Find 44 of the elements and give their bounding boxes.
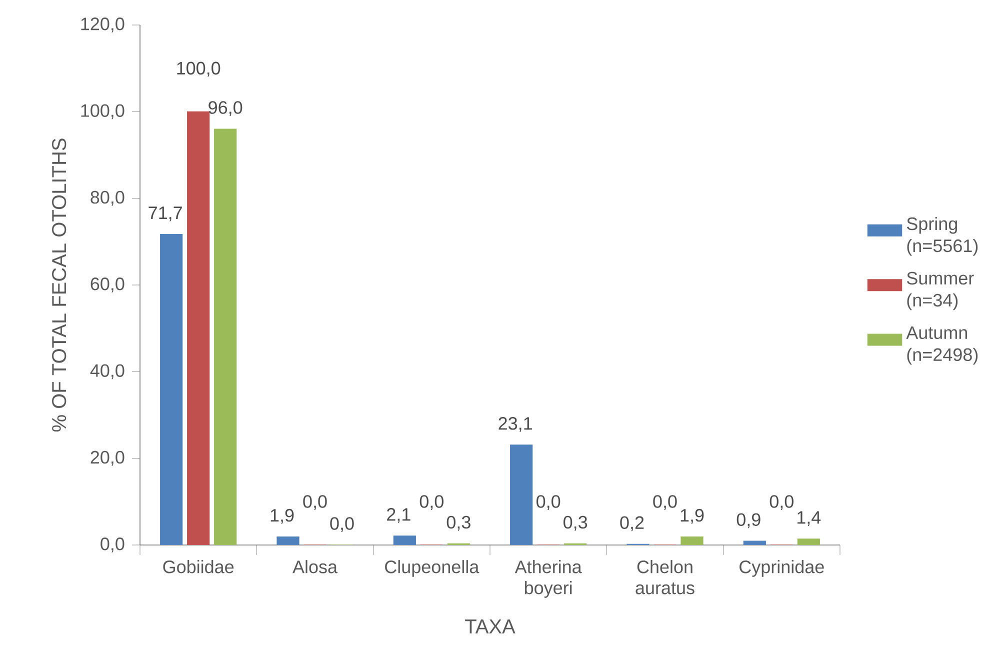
legend-label: Summer (n=34) [906,272,974,310]
data-label: 1,4 [798,511,821,526]
data-label: 23,1 [498,417,532,432]
y-tick-label: 20,0 [90,450,124,466]
y-tick-label: 60,0 [90,278,124,292]
y-tick-label: 100,0 [81,104,124,120]
data-label: 0,0 [770,495,794,510]
data-label: 100,0 [177,62,220,77]
data-label: 0,0 [536,495,560,510]
data-label: 0,2 [620,516,644,532]
bar [276,536,300,545]
y-axis-title: % OF TOTAL FECAL OTOLITHS [52,138,66,432]
data-label: 0,9 [736,513,760,528]
x-tick-label: Alosa [292,560,338,574]
bar [510,444,533,545]
data-label: 0,3 [564,516,588,531]
y-tick-label: 40,0 [90,364,124,380]
bar [393,536,416,545]
x-tick-label: Gobiidae [163,560,234,574]
data-label: 71,7 [148,206,182,222]
data-label: 0,3 [446,516,470,531]
data-label: 0,0 [330,517,354,532]
legend-label: Spring (n=5561) [906,216,978,256]
x-tick-label: Cyprinidae [740,560,824,577]
data-label: 1,9 [680,508,704,524]
data-label: 2,1 [387,508,410,523]
bar [797,538,820,545]
data-label: 0,0 [303,495,327,510]
x-tick-label: Clupeonella [385,560,480,577]
x-tick-label: Atherina boyeri [514,560,582,598]
bar [160,234,183,545]
x-tick-label: Chelon auratus [636,560,694,594]
bar [680,536,704,545]
y-tick-label: 0,0 [100,538,124,552]
legend-label: Autumn (n=2498) [906,326,978,365]
data-label: 96,0 [208,101,242,116]
data-label: 0,0 [420,495,444,510]
data-label: 0,0 [653,495,677,510]
bar [743,540,766,545]
y-tick-label: 120,0 [81,18,124,32]
x-axis-title: TAXA [465,620,516,634]
y-tick-label: 80,0 [90,190,124,206]
bar [214,128,237,545]
data-label: 1,9 [270,508,294,524]
